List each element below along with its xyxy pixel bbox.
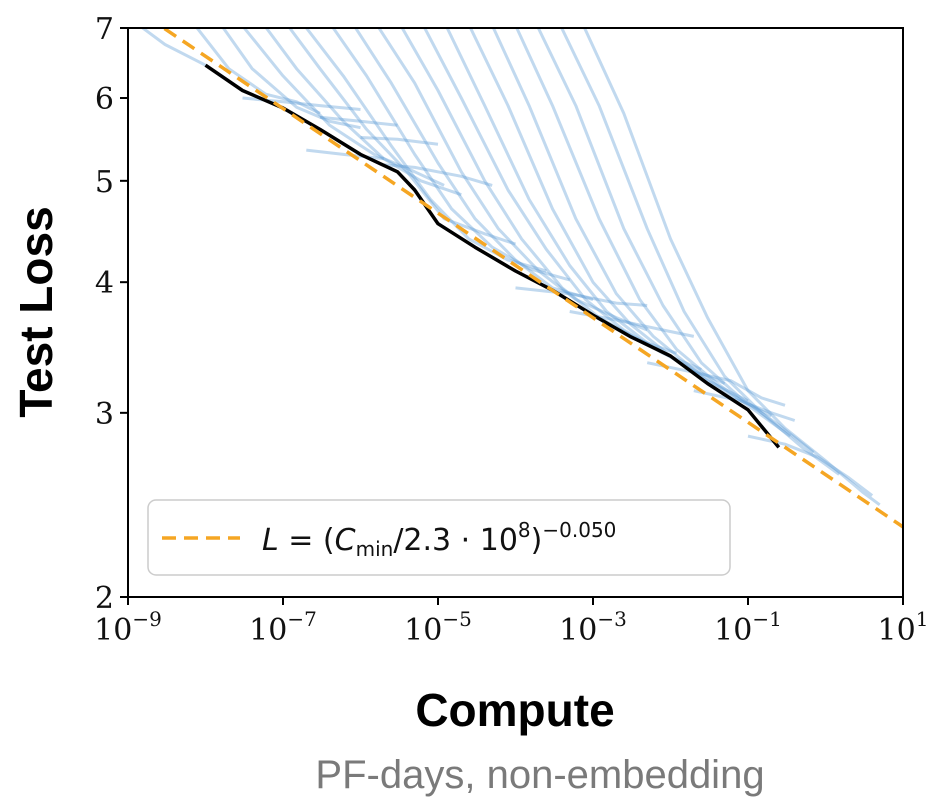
training-run-29 (319, 115, 398, 127)
x-axis-subtitle: PF-days, non-embedding (315, 753, 764, 797)
y-axis: 2 3 4 5 6 7 (95, 12, 128, 616)
training-run-19 (582, 28, 881, 507)
y-tick-label: 3 (95, 397, 114, 432)
x-tick-label: 10−3 (559, 607, 627, 648)
x-tick-label: 101 (878, 607, 929, 648)
training-run-6 (287, 28, 516, 246)
training-run-17 (536, 28, 815, 454)
training-run-25 (646, 361, 786, 407)
x-tick-label: 10−7 (249, 607, 317, 648)
training-run-3 (221, 28, 361, 130)
training-run-15 (491, 28, 772, 418)
compute-efficient-frontier (204, 63, 781, 449)
training-run-5 (264, 28, 462, 197)
training-run-9 (353, 28, 594, 301)
training-run-1 (140, 28, 207, 67)
training-run-2 (195, 28, 321, 115)
x-tick-label: 10−5 (404, 607, 472, 648)
x-tick-label: 10−1 (714, 607, 782, 648)
legend: L = (Cmin/2.3 · 108)−0.050 (147, 499, 731, 576)
legend-fit-label: L = (Cmin/2.3 · 108)−0.050 (262, 518, 616, 561)
training-run-8 (331, 28, 571, 282)
x-axis-title: Compute (415, 684, 614, 736)
y-axis-title: Test Loss (10, 206, 62, 417)
y-tick-label: 6 (95, 82, 114, 117)
plot-frame (127, 27, 904, 598)
training-run-22 (383, 163, 493, 187)
training-run-23 (515, 286, 648, 307)
y-tick-label: 4 (95, 266, 114, 301)
y-tick-label: 5 (95, 165, 114, 200)
training-run-14 (468, 28, 749, 403)
y-tick-label: 7 (95, 12, 114, 47)
training-run-21 (360, 136, 439, 146)
x-axis: 10−9 10−7 10−5 10−3 10−1 101 (94, 597, 928, 648)
x-tick-label: 10−9 (94, 607, 162, 648)
legend-box (147, 499, 731, 576)
training-run-7 (304, 28, 547, 273)
training-run-26 (693, 389, 796, 422)
power-law-fit-line (160, 28, 903, 529)
training-run-10 (377, 28, 648, 332)
training-run-18 (560, 28, 840, 476)
y-tick-label: 2 (95, 581, 114, 616)
training-run-16 (515, 28, 792, 438)
training-run-4 (242, 28, 445, 187)
plot-area (140, 28, 903, 529)
